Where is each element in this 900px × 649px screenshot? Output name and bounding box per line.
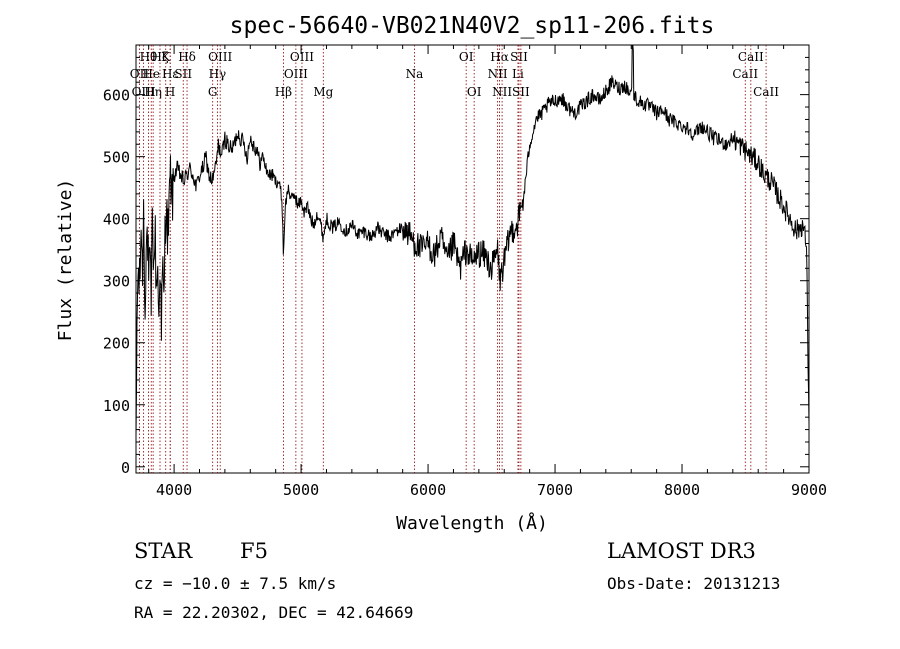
x-axis-label: Wavelength (Å)	[396, 512, 548, 534]
spectrum-line	[135, 44, 810, 436]
x-tick-label: 9000	[791, 481, 827, 499]
x-tick-label: 4000	[156, 481, 192, 499]
y-tick-label: 500	[103, 149, 130, 167]
x-tick-label: 7000	[537, 481, 573, 499]
marker-label: SII	[510, 50, 528, 64]
y-tick-label: 400	[103, 211, 130, 229]
y-tick-label: 300	[103, 273, 130, 291]
marker-label: CaII	[753, 85, 779, 99]
chart-title: spec-56640-VB021N40V2_sp11-206.fits	[230, 13, 715, 39]
plot-frame	[135, 44, 810, 474]
marker-label: G	[208, 85, 218, 99]
marker-label: OI	[459, 50, 474, 64]
marker-label: Hε	[162, 67, 179, 81]
coordinates: RA = 22.20302, DEC = 42.64669	[134, 603, 414, 622]
obs-date: Obs-Date: 20131213	[607, 574, 781, 593]
x-tick-label: 8000	[664, 481, 700, 499]
marker-label: Hδ	[178, 50, 196, 64]
marker-label: Hζ	[152, 50, 169, 64]
y-axis-label: Flux (relative)	[55, 179, 76, 342]
marker-label: OI	[467, 85, 482, 99]
marker-label: Hη	[144, 85, 162, 99]
marker-label: Hγ	[209, 67, 227, 81]
spectral-line-markers: HθHηOIIOIIIHeHζKHHεSIIHδGHγOIIIHβOIIIOII…	[130, 45, 779, 473]
marker-label: NII	[488, 67, 508, 81]
marker-label: He	[142, 67, 160, 81]
marker-label: OIII	[284, 67, 308, 81]
marker-label: CaII	[732, 67, 758, 81]
object-class: STAR	[134, 539, 193, 563]
object-subclass: F5	[240, 539, 268, 563]
marker-label: CaII	[738, 50, 764, 64]
marker-label: Li	[512, 67, 524, 81]
y-tick-label: 200	[103, 335, 130, 353]
marker-label: Na	[406, 67, 424, 81]
marker-label: OII	[130, 67, 150, 81]
axes: 4000 5000 6000 7000 8000 9000 0 100 200 300 400 500…	[103, 44, 827, 499]
marker-label: Hα	[490, 50, 509, 64]
marker-label: K	[161, 50, 171, 64]
redshift-info: cz = −10.0 ± 7.5 km/s	[134, 574, 337, 593]
x-tick-label: 5000	[283, 481, 319, 499]
y-tick-label: 100	[103, 397, 130, 415]
x-tick-label: 6000	[410, 481, 446, 499]
marker-label: OIII	[208, 50, 232, 64]
y-tick-label: 0	[121, 459, 130, 477]
marker-label: NII	[492, 85, 512, 99]
marker-label: SII	[512, 85, 530, 99]
marker-label: Mg	[313, 85, 333, 99]
marker-label: OIII	[290, 50, 314, 64]
y-tick-label: 600	[103, 87, 130, 105]
marker-label: OIII	[132, 85, 156, 99]
marker-label: Hβ	[275, 85, 292, 99]
marker-label: SII	[174, 67, 192, 81]
survey-name: LAMOST DR3	[607, 539, 756, 563]
